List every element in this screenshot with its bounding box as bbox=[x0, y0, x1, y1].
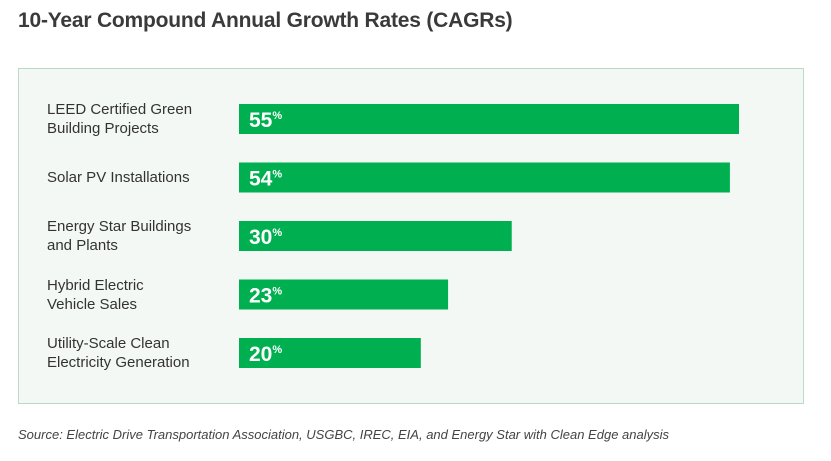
category-label-line: Energy Star Buildings bbox=[47, 218, 192, 235]
data-label-unit: % bbox=[272, 344, 282, 356]
category-label-line: LEED Certified Green bbox=[47, 101, 193, 118]
data-label-value: 30 bbox=[249, 226, 272, 249]
data-label-unit: % bbox=[272, 286, 282, 298]
data-label-unit: % bbox=[272, 169, 282, 181]
bar bbox=[239, 162, 730, 193]
data-label-unit: % bbox=[272, 110, 282, 122]
bar bbox=[239, 104, 739, 134]
data-label: 54% bbox=[249, 168, 282, 191]
category-label-line: Utility-Scale Clean bbox=[47, 335, 170, 352]
bar bbox=[239, 338, 421, 368]
data-label-value: 55 bbox=[249, 109, 273, 132]
bar bbox=[239, 221, 512, 251]
category-label: LEED Certified Green Building Projects bbox=[47, 100, 192, 138]
data-label-value: 20 bbox=[249, 343, 272, 366]
chart-title: 10-Year Compound Annual Growth Rates (CA… bbox=[18, 9, 513, 32]
data-label: 55% bbox=[249, 109, 282, 132]
chart-panel: LEED Certified Green Building Projects Sol… bbox=[18, 68, 804, 404]
category-label: Utility-Scale Clean Electricity Generatio… bbox=[47, 334, 190, 372]
bar-chart: 55%54%30%23%20% bbox=[239, 104, 739, 368]
category-label: Energy Star Buildings and Plants bbox=[47, 217, 191, 255]
category-label: Hybrid Electric Vehicle Sales bbox=[47, 276, 144, 314]
category-label: Solar PV Installations bbox=[47, 168, 190, 187]
data-label-value: 54 bbox=[249, 168, 273, 191]
category-label-line: and Plants bbox=[47, 237, 118, 254]
source-note: Source: Electric Drive Transportation As… bbox=[18, 427, 669, 442]
category-label-line: Electricity Generation bbox=[47, 354, 190, 371]
category-label-line: Hybrid Electric bbox=[47, 276, 144, 294]
data-label-unit: % bbox=[272, 227, 282, 239]
data-label-value: 23 bbox=[249, 285, 272, 308]
bar bbox=[239, 279, 449, 310]
data-label: 20% bbox=[249, 343, 282, 366]
category-label-line: Building Projects bbox=[47, 120, 159, 137]
data-label: 30% bbox=[249, 226, 282, 249]
category-label-line: Solar PV Installations bbox=[47, 169, 190, 186]
category-label-line: Vehicle Sales bbox=[47, 295, 138, 313]
data-label: 23% bbox=[249, 285, 282, 308]
